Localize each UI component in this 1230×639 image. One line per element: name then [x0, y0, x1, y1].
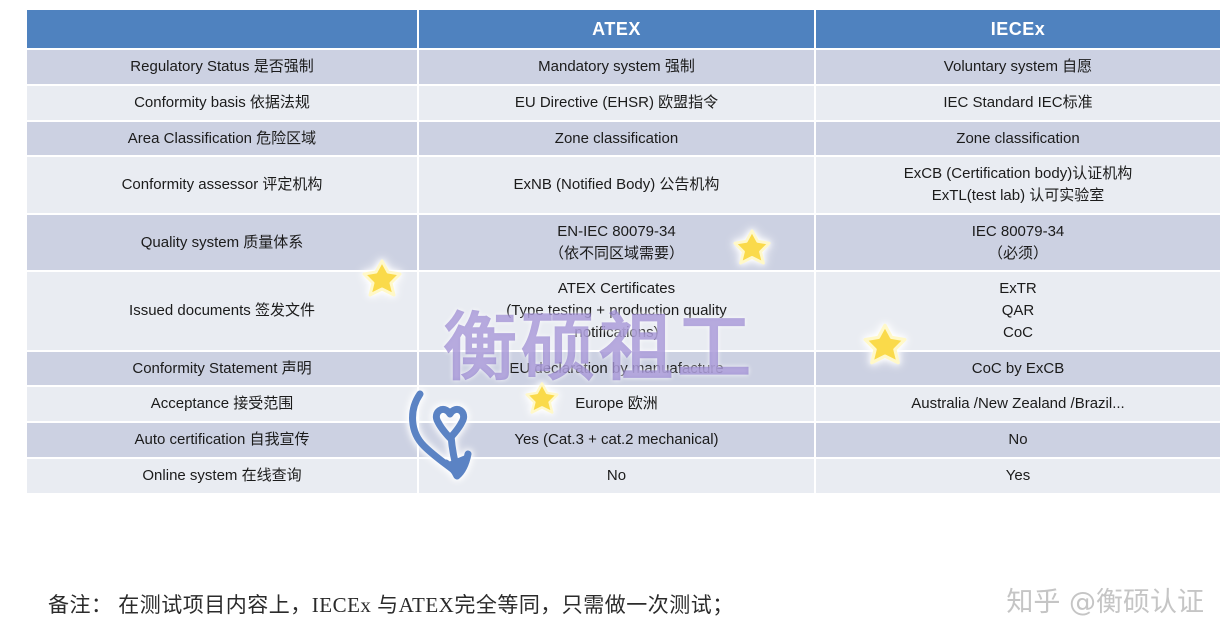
table-row: Regulatory Status 是否强制 Mandatory system 强… [27, 50, 1220, 84]
cell-feature: Acceptance 接受范围 [27, 387, 417, 421]
table-row: Acceptance 接受范围 Europe 欧洲 Australia /New Z… [27, 387, 1220, 421]
cell-line: Conformity Statement 声明 [132, 359, 312, 377]
cell-atex: Europe 欧洲 [419, 387, 814, 421]
cell-atex: No [419, 458, 814, 493]
cell-line: ExTL(test lab) 认可实验室 [931, 187, 1105, 204]
cell-atex: Yes (Cat.3 + cat.2 mechanical) [419, 423, 814, 457]
cell-line: Zone classification [956, 129, 1080, 147]
cell-iecex: IEC 80079-34 （必须） [816, 214, 1220, 271]
table-row: Issued documents 签发文件 ATEX Certificates (T… [27, 272, 1220, 350]
cell-line: Voluntary system 自愿 [943, 58, 1093, 75]
cell-line: (Type testing + production quality [506, 302, 727, 319]
cell-line: Zone classification [554, 129, 679, 147]
cell-iecex: ExTR QAR CoC [816, 272, 1220, 350]
cell-line: Yes (Cat.3 + cat.2 mechanical) [514, 431, 719, 448]
cell-line: ExTR [999, 280, 1037, 298]
table-row: Conformity basis 依据法规 EU Directive (EHSR)… [27, 85, 1220, 120]
cell-line: Europe 欧洲 [575, 395, 658, 413]
cell-line: Conformity basis 依据法规 [134, 93, 310, 111]
cell-line: Quality system 质量体系 [140, 233, 304, 251]
table-row: Auto certification 自我宣传 Yes (Cat.3 + cat.… [27, 423, 1220, 457]
cell-feature: Regulatory Status 是否强制 [27, 50, 417, 84]
cell-line: IEC Standard IEC标准 [943, 93, 1093, 111]
cell-line: Issued documents 签发文件 [129, 302, 315, 319]
table-body: Regulatory Status 是否强制 Mandatory system 强… [27, 50, 1220, 493]
cell-line: No [606, 466, 627, 484]
cell-iecex: No [816, 423, 1220, 457]
column-header-iecex: IECEx [816, 10, 1220, 48]
cell-feature: Online system 在线查询 [27, 458, 417, 493]
table-header: ATEX IECEx [27, 10, 1220, 48]
cell-line: ATEX Certificates [557, 280, 676, 298]
header-row: ATEX IECEx [27, 10, 1220, 48]
cell-atex: Mandatory system 强制 [419, 50, 814, 84]
cell-atex: ExNB (Notified Body) 公告机构 [419, 157, 814, 213]
cell-line: CoC by ExCB [971, 359, 1065, 377]
cell-line: EU declaration by manuafacture [509, 359, 724, 377]
cell-feature: Conformity basis 依据法规 [27, 85, 417, 120]
table-row: Quality system 质量体系 EN-IEC 80079-34 （依不同区域… [27, 214, 1220, 271]
cell-line: CoC [1002, 323, 1033, 341]
cell-line: Auto certification 自我宣传 [134, 431, 310, 448]
cell-atex: EN-IEC 80079-34 （依不同区域需要） [419, 214, 814, 271]
cell-line: Regulatory Status 是否强制 [130, 58, 314, 75]
cell-iecex: CoC by ExCB [816, 351, 1220, 386]
cell-iecex: Australia /New Zealand /Brazil... [816, 387, 1220, 421]
cell-atex: EU declaration by manuafacture [419, 351, 814, 386]
cell-line: Area Classification 危险区域 [127, 129, 317, 147]
cell-feature: Quality system 质量体系 [27, 214, 417, 271]
cell-line: （依不同区域需要） [548, 244, 684, 262]
cell-line: Conformity assessor 评定机构 [121, 176, 323, 194]
cell-iecex: ExCB (Certification body)认证机构 ExTL(test l… [816, 157, 1220, 213]
cell-feature: Conformity assessor 评定机构 [27, 157, 417, 213]
cell-feature: Conformity Statement 声明 [27, 351, 417, 386]
cell-line: ExNB (Notified Body) 公告机构 [513, 176, 720, 194]
cell-atex: Zone classification [419, 121, 814, 156]
cell-iecex: IEC Standard IEC标准 [816, 85, 1220, 120]
cell-feature: Auto certification 自我宣传 [27, 423, 417, 457]
cell-atex: EU Directive (EHSR) 欧盟指令 [419, 85, 814, 120]
zhihu-watermark: 知乎 @衡硕认证 [1006, 587, 1204, 618]
cell-line: IEC 80079-34 [971, 222, 1065, 240]
cell-atex: ATEX Certificates (Type testing + product… [419, 272, 814, 350]
column-header-atex: ATEX [419, 10, 814, 48]
cell-line: （必须） [987, 244, 1048, 262]
cell-feature: Area Classification 危险区域 [27, 121, 417, 156]
cell-line: Mandatory system 强制 [538, 58, 695, 75]
cell-iecex: Zone classification [816, 121, 1220, 156]
cell-line: notifications) [574, 323, 659, 341]
cell-line: EN-IEC 80079-34 [557, 222, 676, 240]
cell-line: Yes [1005, 466, 1031, 484]
cell-line: QAR [1001, 302, 1035, 319]
cell-line: Australia /New Zealand /Brazil... [911, 395, 1125, 413]
cell-feature: Issued documents 签发文件 [27, 272, 417, 350]
footer-note: 备注： 在测试项目内容上，IECEx 与ATEX完全等同，只需做一次测试； [48, 593, 734, 617]
table-row: Online system 在线查询 No Yes [27, 458, 1220, 493]
cell-line: EU Directive (EHSR) 欧盟指令 [514, 93, 719, 111]
cell-iecex: Voluntary system 自愿 [816, 50, 1220, 84]
cell-iecex: Yes [816, 458, 1220, 493]
cell-line: Online system 在线查询 [142, 466, 302, 484]
table-row: Conformity assessor 评定机构 ExNB (Notified B… [27, 157, 1220, 213]
comparison-table: ATEX IECEx Regulatory Status 是否强制 Mandato… [25, 8, 1222, 495]
cell-line: Acceptance 接受范围 [150, 395, 294, 413]
cell-line: ExCB (Certification body)认证机构 [903, 165, 1133, 183]
table-row: Area Classification 危险区域 Zone classificat… [27, 121, 1220, 156]
cell-line: No [1008, 431, 1028, 448]
column-header-feature [27, 10, 417, 48]
table-row: Conformity Statement 声明 EU declaration by… [27, 351, 1220, 386]
